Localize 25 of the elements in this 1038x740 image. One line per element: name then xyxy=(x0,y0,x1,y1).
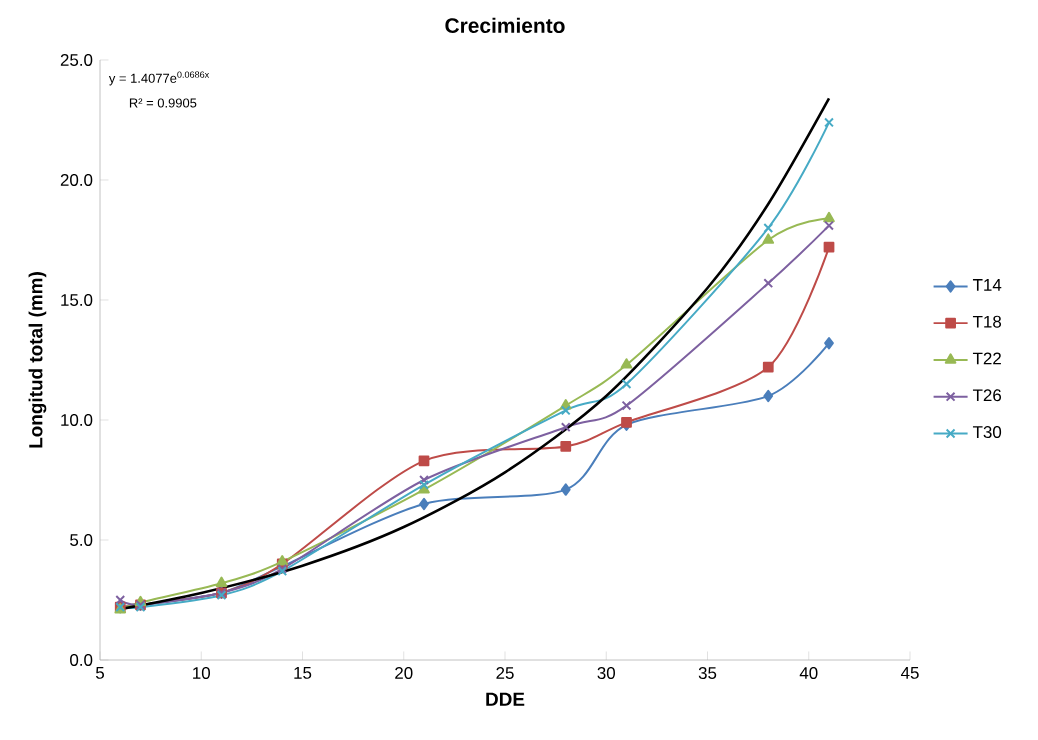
y-tick-label: 20.0 xyxy=(60,174,93,186)
y-tick-label: 10.0 xyxy=(61,414,93,426)
x-tick-label: 20 xyxy=(395,667,413,680)
legend-label: T14 xyxy=(972,279,1002,291)
annotation: y = 1.4077e$^{0.0686x}$ xyxy=(108,71,210,86)
x-tick-label: 15 xyxy=(294,667,312,679)
y-tick-label: 5.0 xyxy=(70,534,93,546)
chart-title: Crecimiento xyxy=(445,17,565,34)
x-tick-label: 45 xyxy=(900,667,919,679)
legend-label: T26 xyxy=(972,389,1002,402)
y-axis-title: Longitud total (mm) xyxy=(28,272,47,448)
y-tick-label: 25.0 xyxy=(60,54,93,66)
x-tick-label: 10 xyxy=(193,667,210,680)
x-tick-label: 35 xyxy=(698,667,717,680)
y-tick-label: 15.0 xyxy=(61,294,93,306)
y-tick-label: 0.0 xyxy=(70,654,93,666)
annotation: R² = 0.9905 xyxy=(129,98,197,108)
x-axis-title: DDE xyxy=(486,692,525,706)
x-tick-label: 40 xyxy=(799,667,818,680)
x-tick-label: 30 xyxy=(597,667,615,680)
legend-label: T30 xyxy=(972,426,1002,439)
legend-label: T18 xyxy=(972,315,1002,328)
x-tick-label: 25 xyxy=(496,667,514,680)
legend-label: T22 xyxy=(972,352,1001,365)
x-tick-label: 5 xyxy=(95,667,105,679)
